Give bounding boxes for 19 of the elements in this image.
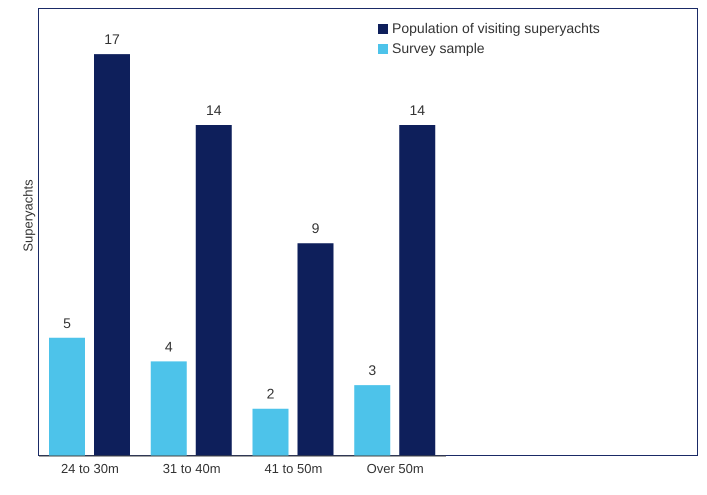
data-label: 14 — [409, 102, 426, 118]
bar — [252, 408, 288, 456]
x-tick-label: Over 50m — [366, 461, 424, 476]
data-label: 14 — [206, 102, 222, 118]
data-label: 9 — [312, 220, 320, 236]
bar — [354, 385, 390, 456]
bar — [49, 338, 85, 456]
y-axis-title: Superyachts — [20, 178, 36, 254]
data-label: 5 — [63, 314, 72, 331]
x-tick-label: 31 to 40m — [162, 461, 221, 476]
data-label: 3 — [368, 362, 376, 378]
data-label: 4 — [164, 338, 173, 354]
x-tick-label: 24 to 30m — [60, 461, 119, 476]
legend-label: Population of visiting superyachts — [392, 20, 600, 36]
data-label: 2 — [266, 386, 275, 402]
bar — [150, 361, 187, 456]
legend-label: Survey sample — [392, 40, 485, 56]
data-label: 17 — [104, 31, 120, 48]
x-tick-label: 41 to 50m — [264, 461, 322, 476]
